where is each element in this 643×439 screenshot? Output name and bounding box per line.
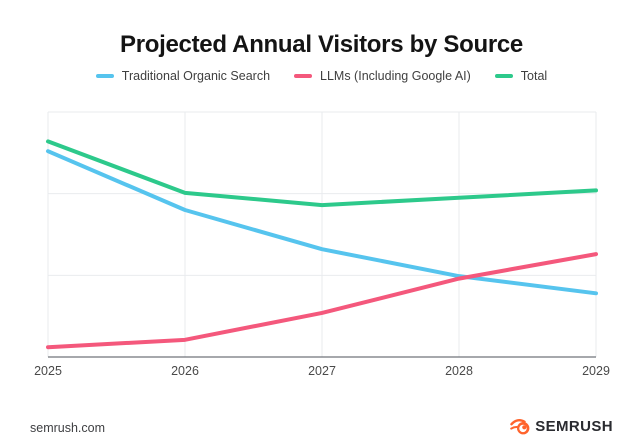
chart-title: Projected Annual Visitors by Source [120, 31, 523, 59]
legend-item-llms: LLMs (Including Google AI) [294, 70, 471, 83]
semrush-logo: SEMRUSH [510, 416, 613, 436]
x-tick-label: 2029 [582, 364, 610, 378]
legend-swatch-blue [95, 74, 114, 79]
semrush-logo-text: SEMRUSH [535, 417, 613, 435]
series-line-traditional-organic-search [46, 149, 598, 296]
source-url: semrush.com [30, 421, 106, 435]
legend-swatch-pink [294, 74, 313, 79]
legend-item-total: Total [494, 69, 548, 83]
legend-label: LLMs (Including Google AI) [320, 69, 471, 83]
line-chart [46, 111, 598, 358]
series-line-total [46, 139, 598, 208]
x-tick-label: 2026 [171, 364, 199, 378]
legend-label: Traditional Organic Search [121, 69, 271, 83]
legend-item-traditional-organic-search: Traditional Organic Search [95, 69, 271, 83]
x-tick-label: 2025 [34, 364, 62, 378]
x-tick-label: 2027 [308, 364, 336, 378]
legend-label: Total [520, 69, 548, 83]
legend-swatch-green [494, 74, 513, 79]
x-tick-label: 2028 [445, 364, 473, 378]
semrush-fireball-icon [510, 419, 530, 435]
series-line-llms-including-google-ai [46, 252, 598, 350]
chart-legend: Traditional Organic Search LLMs (Includi… [0, 70, 643, 83]
